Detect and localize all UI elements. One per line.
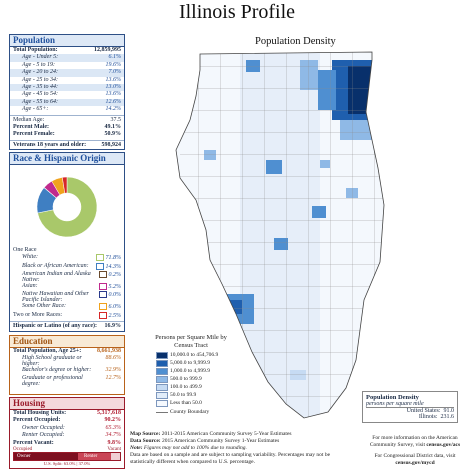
race-row: Some Other Race: 6.0% — [22, 303, 121, 311]
age-row: Age - Under 5: 6.1% — [10, 54, 124, 62]
race-row: White: 71.8% — [22, 254, 121, 262]
median-age: Median Age: 37.5 — [13, 116, 121, 123]
age-list: Age - Under 5: 6.1% Age - 5 to 19: 19.6% Age… — [10, 54, 124, 113]
housing-units: Total Housing Units: 5,317,618 — [13, 410, 121, 416]
race-slice — [62, 176, 68, 194]
density-swatch — [156, 368, 168, 375]
one-race-label: One Race — [13, 247, 37, 253]
acs-link[interactable]: census.gov/acs — [426, 442, 461, 448]
density-swatch — [156, 384, 168, 391]
renter-occupied: Renter Occupied: 34.7% — [22, 432, 121, 439]
education-row: Graduate or professional degree: 12.7% — [22, 374, 121, 387]
density-class-label: 5,000.0 to 9,999.9 — [170, 360, 211, 366]
race-slice — [37, 176, 98, 238]
population-header: Population — [10, 35, 124, 47]
education-panel: Education Total Population, Age 25+: 8,66… — [9, 335, 125, 395]
density-swatch — [156, 376, 168, 383]
percent-vacant: Percent Vacant: 9.8% — [13, 439, 121, 446]
map-title: Population Density — [255, 36, 336, 47]
age-row: Age - 65+: 14.2% — [22, 106, 121, 113]
density-class-label: 1,000.0 to 4,999.9 — [170, 368, 211, 374]
percent-occupied: Percent Occupied: 90.2% — [13, 417, 121, 424]
density-swatch — [156, 352, 168, 359]
density-swatch — [156, 360, 168, 367]
age-row: Age - 20 to 24: 7.0% — [10, 69, 124, 77]
race-donut-chart — [36, 176, 98, 238]
two-more-swatch — [98, 311, 107, 319]
il-label: Illinois: — [418, 414, 438, 420]
hispanic: Hispanic or Latino (of any race): 16.9% — [13, 322, 121, 329]
county-boundary-label: County Boundary — [170, 409, 210, 415]
race-swatch — [98, 291, 107, 299]
percent-male: Percent Male: 49.1% — [13, 124, 121, 131]
bar-vacant-label: Vacant — [107, 447, 121, 453]
race-row: American Indian and Alaska Native: 0.2% — [22, 270, 121, 283]
density-swatch — [156, 400, 168, 407]
renter-bar — [77, 453, 112, 461]
bar-renter-label: Renter — [84, 454, 98, 460]
race-swatch — [95, 262, 104, 270]
owner-occupied: Owner Occupied: 65.3% — [22, 424, 121, 431]
education-row: High School graduate or higher: 88.6% — [22, 355, 121, 368]
education-row: Bachelor's degree or higher: 32.9% — [22, 367, 121, 374]
age-row: Age - 35 to 44: 13.0% — [10, 84, 124, 92]
box-subtitle: persons per square mile — [366, 401, 454, 408]
race-header: Race & Hispanic Origin — [10, 153, 124, 165]
edu-total: Total Population, Age 25+: 8,661,938 — [13, 348, 121, 354]
sources-block: Map Source: 2011-2015 American Community… — [130, 431, 331, 465]
page-title: Illinois Profile — [178, 1, 296, 23]
county-boundary-line — [156, 412, 168, 413]
housing-header: Housing — [10, 398, 124, 410]
race-swatch — [95, 254, 104, 262]
density-class-label: 100.0 to 499.9 — [170, 384, 202, 390]
age-row: Age - 45 to 54: 13.6% — [22, 91, 121, 98]
density-class-label: 500.0 to 999.9 — [170, 376, 202, 382]
us-value: 91.0 — [443, 408, 455, 414]
education-header: Education — [10, 336, 124, 348]
race-swatch — [98, 303, 107, 311]
race-row: Black or African American: 14.3% — [22, 262, 121, 270]
density-legend-title: Persons per Square Mile by Census Tract — [155, 334, 227, 349]
bar-occupied-label: Occupied — [13, 447, 33, 453]
education-list: High School graduate or higher: 88.6% Bach… — [10, 355, 124, 386]
two-or-more: Two or More Races: 2.5% — [13, 311, 121, 319]
il-value: 231.6 — [440, 414, 455, 420]
more-info: For more information on the American Com… — [369, 435, 461, 466]
total-population: Total Population: 12,859,995 — [13, 47, 121, 53]
age-row: Age - 55 to 64: 12.6% — [10, 98, 124, 107]
owner-bar — [14, 453, 78, 461]
housing-panel: Housing Total Housing Units: 5,317,618 Pe… — [9, 397, 125, 469]
race-panel: Race & Hispanic Origin One Race White: 71… — [9, 152, 125, 332]
population-panel: Population Total Population: 12,859,995 A… — [9, 34, 125, 150]
us-split: U.S. Split: 63.0% | 37.0% — [43, 461, 91, 467]
density-class-label: Less than 50.0 — [170, 400, 202, 406]
race-swatch — [98, 270, 107, 278]
box-title: Population Density — [366, 394, 419, 401]
housing-bar: Owner Renter — [13, 452, 121, 462]
bar-owner-label: Owner — [17, 454, 31, 460]
race-row: Native Hawaiian and Other Pacific Island… — [22, 291, 121, 304]
us-label: United States: — [406, 408, 441, 414]
percent-female: Percent Female: 50.9% — [13, 131, 121, 138]
age-row: Age - 25 to 34: 13.6% — [22, 76, 121, 83]
density-class-label: 10,000.0 to 454,706.9 — [170, 352, 219, 358]
density-class-label: 50.0 to 99.9 — [170, 392, 197, 398]
race-list: White: 71.8% Black or African American: 14.… — [10, 254, 124, 311]
race-swatch — [98, 282, 107, 290]
mycd-link[interactable]: census.gov/mycd — [395, 460, 435, 466]
density-swatch — [156, 392, 168, 399]
age-row: Age - 5 to 19: 19.6% — [22, 61, 121, 68]
veterans: Veterans 18 years and older: 598,924 — [13, 141, 121, 148]
density-comparison-box: Population Density persons per square mi… — [362, 391, 458, 423]
race-row: Asian: 5.2% — [22, 282, 121, 290]
